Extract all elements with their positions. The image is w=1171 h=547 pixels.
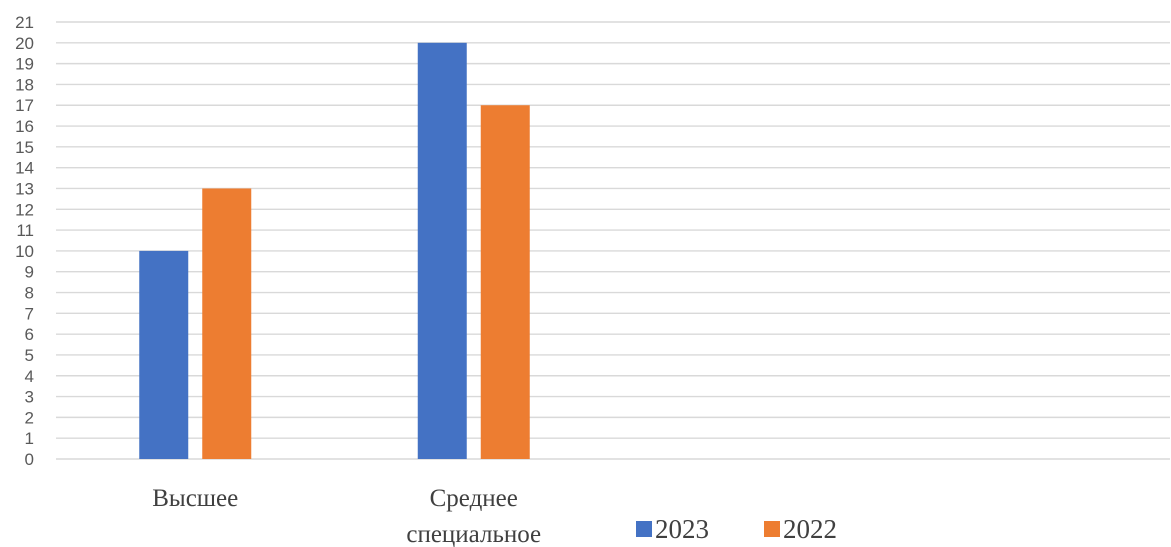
legend-label: 2022: [783, 514, 837, 544]
y-tick-label: 19: [15, 55, 34, 74]
y-tick-label: 14: [15, 159, 34, 178]
x-category-label: Среднее специальное: [406, 485, 541, 547]
bars: [139, 42, 530, 460]
legend: 2023 2022: [636, 514, 837, 544]
legend-label: 2023: [655, 514, 709, 544]
y-tick-label: 8: [25, 284, 34, 303]
y-tick-label: 18: [15, 75, 34, 94]
y-tick-label: 6: [25, 325, 34, 344]
y-tick-label: 17: [15, 96, 34, 115]
x-axis-category-labels: Высшее Среднее специальное: [152, 485, 541, 547]
y-tick-label: 21: [15, 13, 34, 32]
bar-2022: [480, 105, 530, 459]
bar-2023: [139, 250, 189, 459]
y-tick-label: 9: [25, 263, 34, 282]
y-tick-label: 2: [25, 408, 34, 427]
y-tick-label: 11: [16, 221, 34, 240]
y-tick-label: 16: [15, 117, 34, 136]
y-tick-label: 7: [25, 304, 34, 323]
legend-swatch: [636, 521, 652, 537]
y-tick-label: 5: [25, 346, 34, 365]
y-tick-label: 13: [15, 179, 34, 198]
bar-2022: [202, 188, 252, 459]
y-tick-label: 4: [25, 367, 34, 386]
legend-swatch: [764, 521, 780, 537]
y-tick-label: 15: [15, 138, 34, 157]
bar-2023: [417, 42, 467, 460]
y-tick-label: 3: [25, 388, 34, 407]
y-tick-label: 1: [25, 429, 34, 448]
y-tick-label: 0: [25, 450, 34, 469]
y-tick-label: 20: [15, 34, 34, 53]
x-category-label: Высшее: [152, 485, 238, 512]
y-tick-label: 10: [15, 242, 34, 261]
y-tick-label: 12: [15, 200, 34, 219]
